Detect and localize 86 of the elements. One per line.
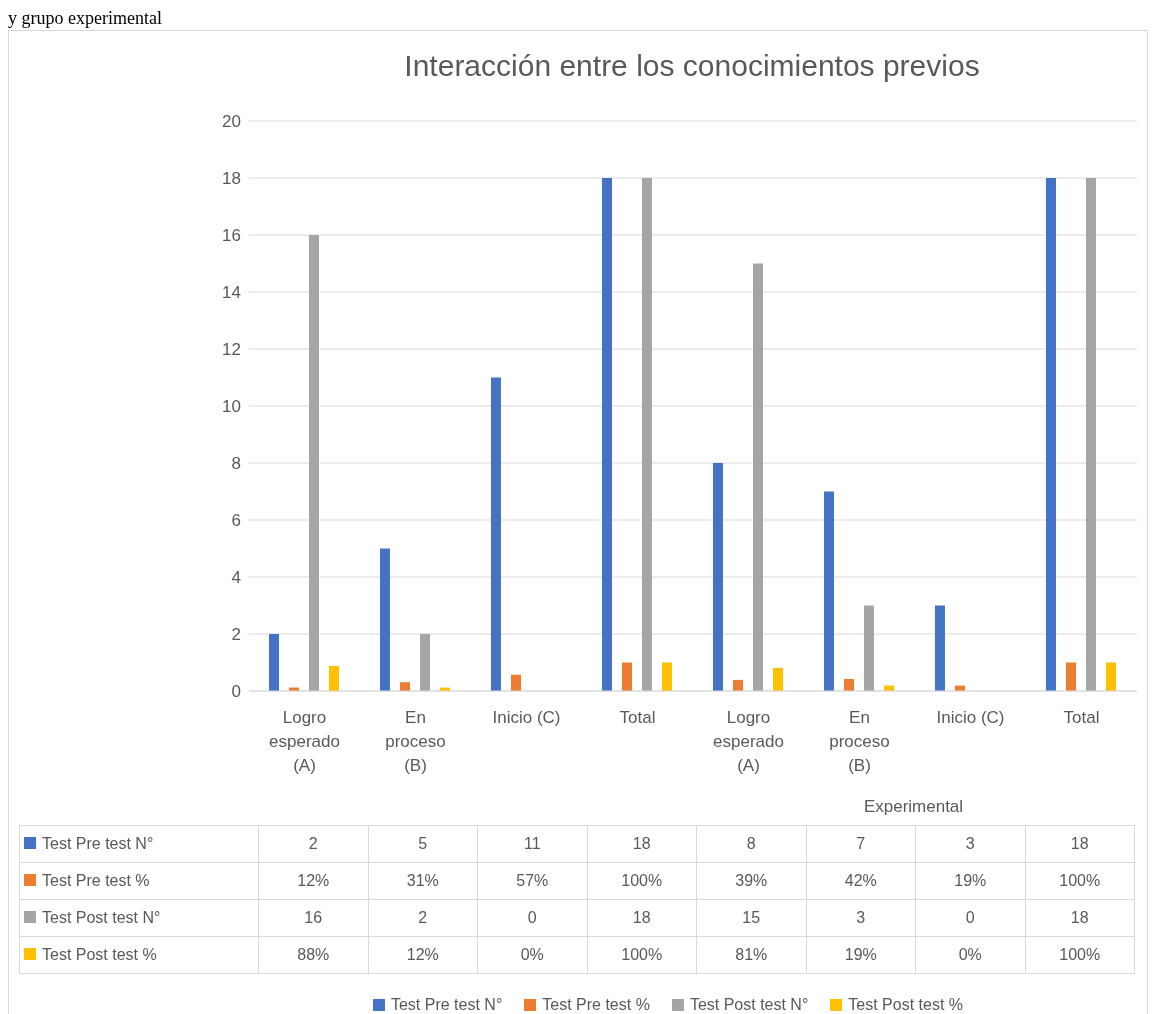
data-label: 31% (368, 862, 478, 900)
bar (1045, 178, 1056, 691)
x-tick-label: Logro esperado (A) (713, 708, 784, 775)
data-label: 11 (477, 825, 587, 863)
bar (1065, 662, 1076, 691)
bar (308, 235, 319, 691)
bar (1105, 662, 1116, 691)
y-tick-label: 16 (222, 226, 241, 246)
chart-title: Interacción entre los conocimientos previos (403, 49, 981, 83)
data-label: 19% (915, 862, 1025, 900)
data-label: 81% (696, 936, 806, 974)
legend-label: Test Post test N° (19, 899, 259, 937)
bar (712, 463, 723, 691)
data-label: 5 (368, 825, 478, 863)
legend-label: Test Pre test N° (19, 825, 259, 863)
y-tick-label: 12 (222, 340, 241, 360)
bar (379, 548, 390, 691)
data-label: 3 (915, 825, 1025, 863)
y-tick-label: 18 (222, 169, 241, 189)
bar (510, 674, 521, 691)
bar (661, 662, 672, 691)
y-tick-label: 6 (231, 511, 241, 531)
x-tick-label: Total (619, 708, 656, 727)
x-tick-label: Inicio (C) (936, 708, 1005, 727)
text: Test Pre test N° (390, 996, 503, 1013)
text: Test Pre test % (542, 996, 650, 1013)
bar (843, 679, 854, 691)
y-tick-label: 0 (231, 682, 241, 702)
data-label: 0 (477, 899, 587, 937)
data-label: 57% (477, 862, 587, 900)
data-label: 3 (806, 899, 916, 937)
data-label: 100% (587, 862, 697, 900)
data-label: 88% (258, 936, 368, 974)
data-label: 7 (806, 825, 916, 863)
bar (863, 605, 874, 691)
bar (419, 634, 430, 691)
text: Test Post test N° (689, 996, 809, 1013)
data-label: 100% (587, 936, 697, 974)
x-tick-label: Inicio (C) (492, 708, 561, 727)
y-tick-label: 10 (222, 397, 241, 417)
bar (934, 605, 945, 691)
bar (823, 491, 834, 691)
data-label: 18 (587, 899, 697, 937)
data-label: 18 (587, 825, 697, 863)
bar (268, 634, 279, 691)
data-label: 100% (1025, 936, 1135, 974)
bar (621, 662, 632, 691)
data-label: 15 (696, 899, 806, 937)
bar (399, 682, 410, 691)
data-label: 2 (368, 899, 478, 937)
data-label: 16 (258, 899, 368, 937)
bar (1085, 178, 1096, 691)
y-tick-label: 2 (231, 625, 241, 645)
data-label: 19% (806, 936, 916, 974)
data-label: 12% (368, 936, 478, 974)
x-tick-label: En proceso (B) (829, 708, 890, 775)
text: Experimental (862, 797, 965, 817)
text: y grupo experimental (8, 8, 163, 30)
data-label: 0 (915, 899, 1025, 937)
bar (752, 263, 763, 691)
x-tick-label: En proceso (B) (385, 708, 446, 775)
bar (328, 665, 339, 691)
bar (641, 178, 652, 691)
data-label: 0% (915, 936, 1025, 974)
data-label: 0% (477, 936, 587, 974)
data-label: 42% (806, 862, 916, 900)
data-label: 8 (696, 825, 806, 863)
bar (732, 679, 743, 691)
legend-label: Test Pre test % (19, 862, 259, 900)
data-label: 100% (1025, 862, 1135, 900)
data-label: 18 (1025, 899, 1135, 937)
y-tick-label: 20 (222, 112, 241, 132)
data-label: 39% (696, 862, 806, 900)
text: Test Post test % (42, 946, 157, 963)
bar (772, 667, 783, 691)
y-tick-label: 14 (222, 283, 241, 303)
y-tick-label: 8 (231, 454, 241, 474)
bar (490, 377, 501, 691)
bar (601, 178, 612, 691)
data-label: 18 (1025, 825, 1135, 863)
x-tick-label: Logro esperado (A) (269, 708, 340, 775)
y-tick-label: 4 (231, 568, 241, 588)
data-label: 12% (258, 862, 368, 900)
x-tick-label: Total (1063, 708, 1100, 727)
legend-label: Test Post test % (847, 996, 964, 1014)
data-label: 2 (258, 825, 368, 863)
